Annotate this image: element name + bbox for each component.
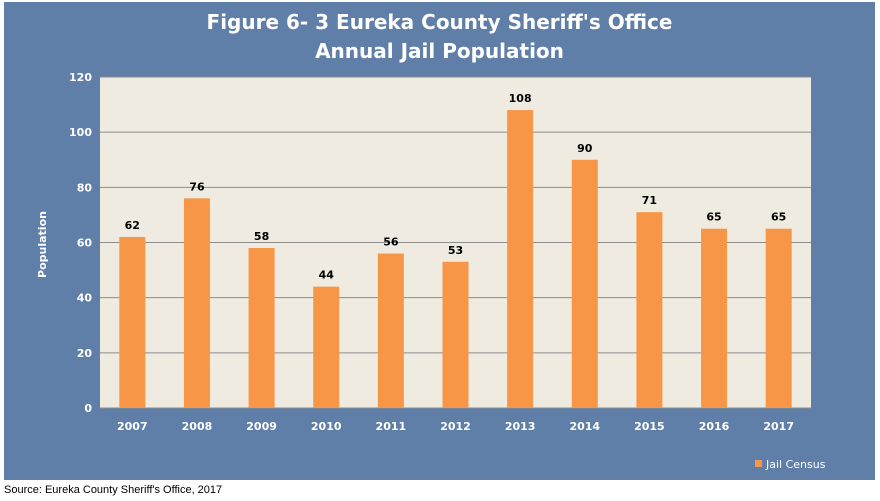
- bar: [765, 228, 792, 408]
- x-tick-label: 2008: [182, 420, 213, 433]
- data-label: 90: [577, 142, 593, 155]
- x-tick-label: 2017: [763, 420, 794, 433]
- x-tick-label: 2011: [376, 420, 407, 433]
- bar: [119, 236, 146, 408]
- y-tick-label: 20: [77, 347, 93, 360]
- bar: [248, 248, 275, 408]
- data-label: 44: [319, 269, 335, 282]
- chart-title-line-2: Annual Jail Population: [315, 39, 564, 63]
- legend: Jail Census: [755, 458, 826, 471]
- bar: [377, 253, 404, 408]
- y-tick-label: 40: [77, 292, 93, 305]
- y-tick-label: 80: [77, 181, 93, 194]
- chart-title: Figure 6- 3 Eureka County Sheriff's Offi…: [4, 8, 875, 66]
- x-tick-label: 2012: [440, 420, 471, 433]
- bar: [442, 261, 469, 408]
- chart-title-line-1: Figure 6- 3 Eureka County Sheriff's Offi…: [206, 10, 673, 34]
- x-tick-label: 2015: [634, 420, 665, 433]
- data-label: 53: [448, 244, 463, 257]
- data-label: 65: [706, 211, 721, 224]
- y-tick-label: 0: [84, 402, 92, 415]
- y-axis-ticks: 0 20 40 60 80 100 120: [69, 71, 92, 415]
- x-tick-label: 2013: [505, 420, 536, 433]
- y-tick-label: 120: [69, 71, 92, 84]
- data-label: 62: [125, 219, 140, 232]
- y-axis-title: Population: [36, 211, 49, 278]
- y-tick-label: 60: [77, 237, 93, 250]
- bar: [183, 198, 210, 408]
- bar: [701, 228, 728, 408]
- legend-label: Jail Census: [765, 458, 826, 471]
- data-labels: 62 76 58 44 56 53 108 90 71 65 65: [125, 92, 787, 282]
- data-label: 76: [189, 180, 205, 193]
- bar: [507, 110, 534, 408]
- x-tick-label: 2010: [311, 420, 342, 433]
- x-tick-label: 2007: [117, 420, 148, 433]
- data-label: 71: [642, 194, 657, 207]
- data-label: 58: [254, 230, 269, 243]
- x-tick-label: 2009: [246, 420, 277, 433]
- source-note: Source: Eureka County Sheriff's Office, …: [4, 484, 223, 496]
- data-label: 65: [771, 211, 786, 224]
- bar: [636, 212, 663, 408]
- gridlines: [100, 76, 811, 409]
- legend-swatch: [755, 460, 762, 467]
- bars: [119, 110, 792, 408]
- x-tick-label: 2014: [569, 420, 600, 433]
- bar: [313, 286, 340, 408]
- x-axis-ticks: 2007 2008 2009 2010 2011 2012 2013 2014 2015 2016…: [117, 420, 794, 433]
- data-label: 108: [509, 92, 532, 105]
- chart-panel: Figure 6- 3 Eureka County Sheriff's Offi…: [4, 2, 875, 480]
- bar: [571, 159, 598, 408]
- data-label: 56: [383, 236, 399, 249]
- y-tick-label: 100: [69, 126, 92, 139]
- x-tick-label: 2016: [699, 420, 730, 433]
